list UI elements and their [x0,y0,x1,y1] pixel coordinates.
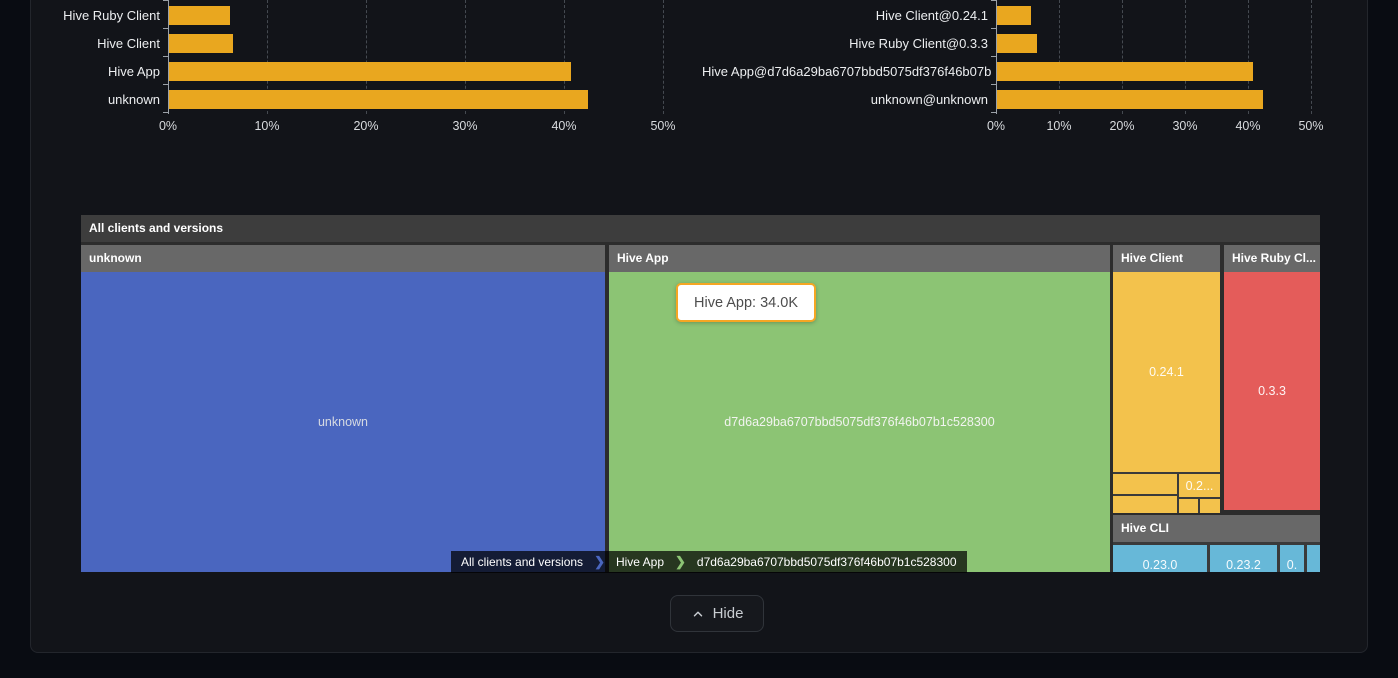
treemap-section-hive-cli-header[interactable]: Hive CLI [1113,515,1320,542]
treemap-cell-hive-app-hash[interactable]: d7d6a29ba6707bbd5075df376f46b07b1c528300 [609,272,1110,572]
bar-unknown[interactable] [169,90,588,109]
treemap-cell-unknown[interactable]: unknown [81,272,605,572]
category-label: Hive Ruby Client@0.3.3 [849,36,988,51]
bar-hive-app[interactable] [169,62,571,81]
x-gridline [1185,0,1186,114]
axis-tick [163,56,168,57]
chevron-right-icon: ❯ [594,554,605,569]
treemap-cell-hive-ruby-0-3-3[interactable]: 0.3.3 [1224,272,1320,510]
treemap-section-unknown-header[interactable]: unknown [81,245,605,272]
axis-tick [991,84,996,85]
category-label: unknown [107,92,160,107]
treemap-cell-hive-client-0-24-1[interactable]: 0.24.1 [1113,272,1220,472]
x-gridline [267,0,268,114]
category-label: unknown@unknown [870,92,988,107]
bar-hive-client-0-24-1[interactable] [997,6,1032,25]
clients-treemap: All clients and versions unknown unknown… [81,215,1320,572]
x-gridline [564,0,565,114]
hide-button-label: Hide [712,605,744,622]
x-gridline [465,0,466,114]
x-tick-label: 20% [1109,119,1135,133]
axis-tick [163,0,168,1]
chevron-up-icon [691,607,705,621]
category-label: Hive App@d7d6a29ba6707bbd5075df376f46b07… [702,64,992,79]
y-axis-line [168,0,169,114]
chevron-right-icon: ❯ [675,554,686,569]
treemap-cell-hive-cli-0-23-2[interactable]: 0.23.2 [1210,545,1277,572]
treemap-cell-hive-client-0-2[interactable]: 0.2... [1179,474,1220,497]
bar-hive-ruby-client[interactable] [169,6,231,25]
versions-bar-chart: 0% 10% 20% 30% 40% 50% Hive Client@0.24.1 Hive … [702,0,1392,140]
x-tick-label: 40% [1235,119,1261,133]
bar-unknown-unknown[interactable] [997,90,1263,109]
axis-tick [991,0,996,1]
treemap-cell-hive-client-small-1[interactable] [1113,474,1177,494]
axis-tick [991,56,996,57]
x-tick-label: 40% [551,119,577,133]
treemap-section-hive-cli: Hive CLI 0.23.0 0.23.2 0. [1113,515,1320,572]
treemap-section-hive-ruby-client-header[interactable]: Hive Ruby Cl... [1224,245,1320,272]
treemap-section-hive-app-header[interactable]: Hive App [609,245,1110,272]
x-gridline [366,0,367,114]
treemap-cell-hive-cli-0-23-0[interactable]: 0.23.0 [1113,545,1207,572]
x-tick-label: 30% [452,119,478,133]
axis-tick [163,28,168,29]
treemap-cell-hive-cli-small-2[interactable] [1307,545,1320,572]
axis-tick [991,112,996,113]
x-tick-label: 50% [650,119,676,133]
y-axis-line [996,0,997,114]
treemap-section-unknown: unknown unknown [81,245,605,572]
axis-tick [991,28,996,29]
breadcrumb-item-hive-app[interactable]: Hive App [615,555,664,569]
x-tick-label: 20% [353,119,379,133]
axis-tick [163,84,168,85]
x-tick-label: 30% [1172,119,1198,133]
x-gridline [663,0,664,114]
treemap-cell-hive-cli-small-1[interactable]: 0. [1280,545,1304,572]
x-gridline [1248,0,1249,114]
breadcrumb-item-root[interactable]: All clients and versions [461,555,584,569]
treemap-section-hive-app: Hive App d7d6a29ba6707bbd5075df376f46b07… [609,245,1110,572]
category-label: Hive Ruby Client [63,8,160,23]
category-label: Hive Client [97,36,160,51]
breadcrumb-item-hash[interactable]: d7d6a29ba6707bbd5075df376f46b07b1c528300 [696,555,957,569]
x-gridline [1059,0,1060,114]
treemap-breadcrumb: All clients and versions ❯ Hive App ❯ d7… [451,551,967,573]
axis-tick [163,112,168,113]
treemap-section-hive-client: Hive Client 0.24.1 0.2... [1113,245,1220,513]
category-label: Hive App [107,64,160,79]
bar-hive-ruby-client-0-3-3[interactable] [997,34,1037,53]
bar-hive-client[interactable] [169,34,234,53]
category-label: Hive Client@0.24.1 [875,8,988,23]
x-tick-label: 0% [986,119,1006,133]
x-tick-label: 10% [254,119,280,133]
treemap-tooltip: Hive App: 34.0K [676,283,816,322]
treemap-section-hive-ruby-client: Hive Ruby Cl... 0.3.3 [1224,245,1320,510]
x-gridline [1122,0,1123,114]
bar-hive-app-d7d6a29ba6707bbd5075df376f46b07b[interactable] [997,62,1253,81]
x-tick-label: 10% [1046,119,1072,133]
treemap-cell-hive-client-small-3[interactable] [1179,499,1198,513]
treemap-section-hive-client-header[interactable]: Hive Client [1113,245,1220,272]
x-gridline [1311,0,1312,114]
clients-bar-chart: 0% 10% 20% 30% 40% 50% Hive Ruby Client Hive Cl… [0,0,690,140]
x-tick-label: 50% [1298,119,1324,133]
treemap-title: All clients and versions [81,215,1320,242]
treemap-cell-hive-client-small-2[interactable] [1113,496,1177,513]
treemap-tooltip-text: Hive App: 34.0K [694,294,798,311]
x-tick-label: 0% [158,119,178,133]
hide-button[interactable]: Hide [670,595,764,632]
treemap-cell-hive-client-small-4[interactable] [1200,499,1220,513]
